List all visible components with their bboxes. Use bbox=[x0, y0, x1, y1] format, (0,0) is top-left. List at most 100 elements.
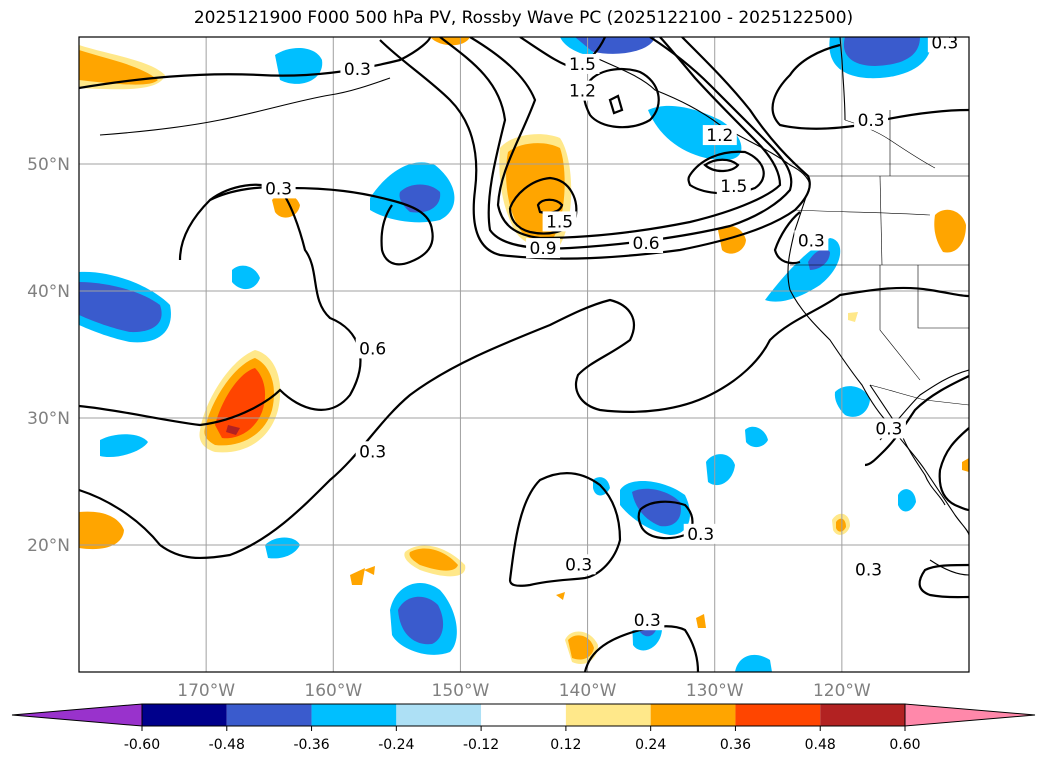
positive-anomaly-165w-core bbox=[215, 368, 266, 439]
contour-label-bg bbox=[871, 418, 906, 439]
contour-label: 0.3 bbox=[359, 442, 386, 462]
contour-label: 0.3 bbox=[634, 611, 661, 631]
contour-label: 0.6 bbox=[359, 339, 386, 359]
contour-1.5-small bbox=[703, 158, 740, 173]
contour-0.3-ne bbox=[771, 43, 969, 130]
colorbar-segment bbox=[735, 704, 821, 726]
colorbar-tick-label: 0.36 bbox=[720, 737, 751, 753]
coastline-baja bbox=[869, 384, 946, 506]
negative-anomaly-small-167w bbox=[232, 265, 260, 290]
positive-anomaly-southwest bbox=[79, 511, 124, 550]
colorbar-tick-label: -0.48 bbox=[209, 737, 245, 753]
contour-0.3-main bbox=[79, 286, 969, 560]
contour-label: 0.3 bbox=[855, 560, 882, 580]
colorbar-tick-label: -0.24 bbox=[378, 737, 414, 753]
contour-label: 0.3 bbox=[798, 231, 825, 251]
contour-1.2-loop bbox=[583, 68, 660, 129]
coastline-aleutians bbox=[99, 77, 391, 136]
lon-tick-label: 170°W bbox=[177, 681, 235, 701]
negative-anomaly-bottom bbox=[735, 654, 772, 672]
lat-tick-label: 40°N bbox=[27, 282, 70, 302]
negative-anomaly-160w bbox=[265, 537, 300, 559]
contour-0.3-far-southeast bbox=[918, 563, 969, 599]
contour-label: 0.3 bbox=[265, 179, 292, 199]
map-background bbox=[79, 37, 969, 672]
colorbar-tick-label: 0.24 bbox=[635, 737, 666, 753]
contour-label-bg bbox=[927, 37, 962, 53]
contour-0.3-lower-ne bbox=[773, 211, 801, 265]
positive-anomaly-130w bbox=[718, 225, 746, 254]
positive-anomaly-115w bbox=[934, 209, 966, 253]
contour-label-bg bbox=[630, 610, 665, 631]
negative-anomaly-127w bbox=[745, 426, 768, 448]
contour-label-bg bbox=[542, 211, 577, 232]
contour-1.5-tiny bbox=[608, 94, 624, 115]
axis-tick-labels: 170°W 160°W 150°W 140°W 130°W 120°W 20°N 30°N 40… bbox=[27, 155, 871, 701]
contour-label: 1.5 bbox=[720, 177, 747, 197]
contour-0.3-south-loop bbox=[508, 471, 622, 587]
contour-label-bg bbox=[629, 233, 664, 254]
contour-label-bg bbox=[794, 230, 829, 251]
coastline-alaska-north bbox=[839, 37, 846, 121]
lat-tick-label: 20°N bbox=[27, 536, 70, 556]
contour-label-bg bbox=[355, 338, 390, 359]
contour-label: 0.6 bbox=[633, 234, 660, 254]
coastline-west-us bbox=[787, 184, 969, 536]
border-id-or bbox=[879, 175, 883, 266]
lat-tick-label: 30°N bbox=[27, 409, 70, 429]
pv-anomaly-fills bbox=[79, 37, 969, 672]
contour-label: 1.2 bbox=[569, 82, 596, 102]
colorbar-extend-low bbox=[11, 703, 143, 727]
contour-label: 0.3 bbox=[858, 111, 885, 131]
colorbar-tick-label: -0.36 bbox=[293, 737, 329, 753]
positive-anomaly-tiny-west bbox=[350, 568, 365, 585]
border-wa-or bbox=[794, 209, 931, 216]
positive-anomaly-tiny-coast bbox=[848, 312, 858, 322]
lon-tick-label: 150°W bbox=[432, 681, 490, 701]
positive-anomaly-dot bbox=[556, 592, 565, 600]
contour-label: 1.5 bbox=[546, 212, 573, 232]
contour-label: 0.3 bbox=[687, 525, 714, 545]
colorbar-tick-label: 0.12 bbox=[550, 737, 581, 753]
negative-anomaly-northeast-core bbox=[843, 37, 920, 66]
colorbar-extend-high bbox=[904, 703, 1036, 727]
map-border bbox=[78, 36, 970, 673]
positive-anomaly-165w-peak bbox=[226, 425, 240, 435]
negative-anomaly-170w bbox=[100, 434, 148, 458]
contour-label: 0.3 bbox=[565, 555, 592, 575]
contour-label: 0.3 bbox=[344, 60, 371, 80]
contour-label: 0.3 bbox=[875, 419, 902, 439]
positive-anomaly-tiny-south bbox=[696, 614, 706, 628]
lon-tick-label: 130°W bbox=[686, 681, 744, 701]
negative-anomaly-west-core bbox=[79, 282, 162, 333]
contour-label-bg bbox=[565, 53, 600, 74]
colorbar-frame bbox=[141, 703, 906, 727]
contour-label-bg bbox=[716, 175, 751, 196]
positive-anomaly-hawaii-core bbox=[409, 548, 458, 571]
contour-label: 1.2 bbox=[706, 126, 733, 146]
colorbar-tick-label: 0.48 bbox=[805, 737, 836, 753]
contour-label-bg bbox=[355, 441, 390, 462]
contour-label: 1.5 bbox=[569, 55, 596, 75]
colorbar-tick-label: 0.60 bbox=[889, 737, 920, 753]
negative-anomaly-south-hawaii-core bbox=[398, 596, 444, 645]
contour-label-bg bbox=[854, 109, 889, 130]
lon-tick-label: 160°W bbox=[304, 681, 362, 701]
colorbar-segment bbox=[650, 704, 736, 726]
positive-anomaly-east-edge bbox=[962, 458, 969, 472]
positive-anomaly-120w-core bbox=[836, 518, 846, 532]
border-ca-nv bbox=[879, 265, 921, 381]
colorbar-segment bbox=[142, 704, 227, 726]
contour-1.2 bbox=[469, 37, 782, 240]
colorbar: -0.60 -0.48 -0.36 -0.24 -0.12 0.12 0.24 0.36 0.4… bbox=[11, 703, 1036, 753]
contour-label-bg bbox=[565, 80, 600, 101]
lon-tick-label: 120°W bbox=[813, 681, 871, 701]
colorbar-segment bbox=[481, 704, 566, 726]
positive-anomaly-tiny-east bbox=[364, 566, 375, 575]
contour-label: 0.3 bbox=[931, 33, 958, 53]
contour-0.3-west-loop bbox=[79, 183, 362, 427]
negative-anomaly-115w bbox=[898, 489, 916, 512]
colorbar-segment bbox=[311, 704, 397, 726]
contour-0.6 bbox=[379, 37, 811, 260]
